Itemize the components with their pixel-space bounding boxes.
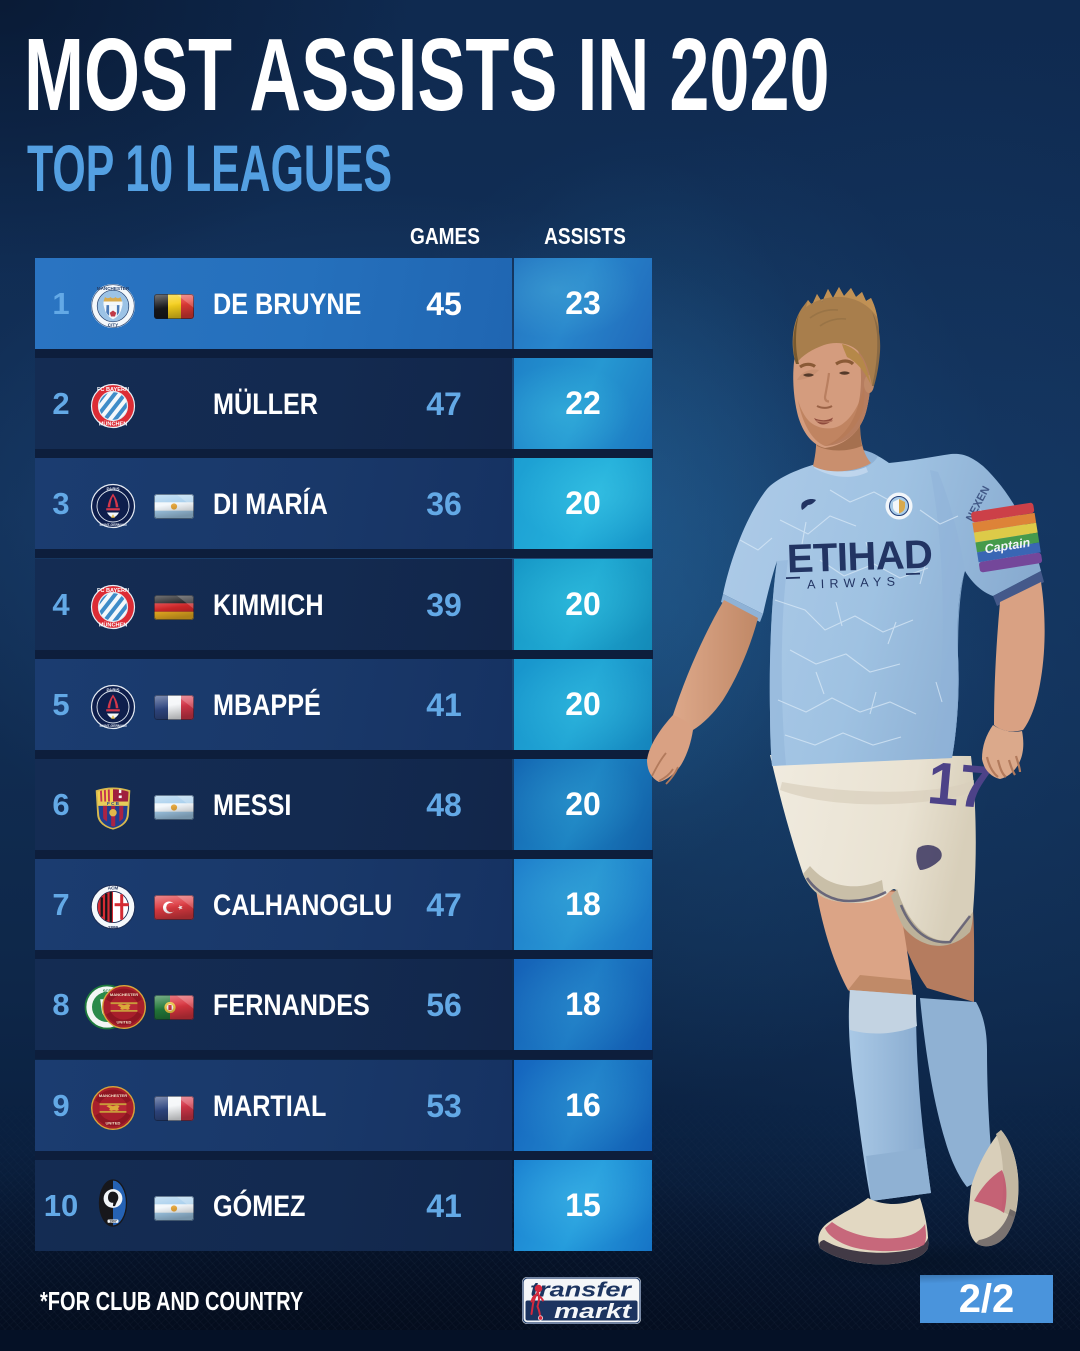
svg-text:FC BAYERN: FC BAYERN bbox=[97, 387, 129, 393]
svg-text:17: 17 bbox=[925, 750, 993, 822]
svg-text:AIRWAYS: AIRWAYS bbox=[807, 574, 899, 591]
svg-text:MÜNCHEN: MÜNCHEN bbox=[99, 621, 128, 628]
svg-text:MÜNCHEN: MÜNCHEN bbox=[99, 420, 128, 427]
svg-text:CITY: CITY bbox=[108, 323, 118, 328]
svg-text:UNITED: UNITED bbox=[106, 1120, 121, 1125]
svg-text:PARIS: PARIS bbox=[106, 487, 119, 492]
svg-text:MANCHESTER: MANCHESTER bbox=[97, 286, 130, 291]
svg-text:1907: 1907 bbox=[109, 1219, 117, 1223]
svg-text:UNITED: UNITED bbox=[117, 1019, 132, 1024]
svg-text:markt: markt bbox=[554, 1301, 633, 1323]
svg-text:1899: 1899 bbox=[108, 925, 119, 930]
svg-text:SAINT-GERMAIN: SAINT-GERMAIN bbox=[99, 523, 127, 527]
svg-text:MANCHESTER: MANCHESTER bbox=[99, 1093, 127, 1098]
svg-text:PARIS: PARIS bbox=[106, 688, 119, 693]
svg-text:SCP: SCP bbox=[103, 988, 112, 993]
svg-text:MANCHESTER: MANCHESTER bbox=[110, 992, 138, 997]
svg-text:SAINT-GERMAIN: SAINT-GERMAIN bbox=[99, 724, 127, 728]
svg-text:F C B: F C B bbox=[107, 801, 120, 806]
svg-text:transfer: transfer bbox=[530, 1280, 633, 1302]
svg-text:FC BAYERN: FC BAYERN bbox=[97, 588, 129, 594]
svg-text:ACM: ACM bbox=[108, 885, 119, 890]
